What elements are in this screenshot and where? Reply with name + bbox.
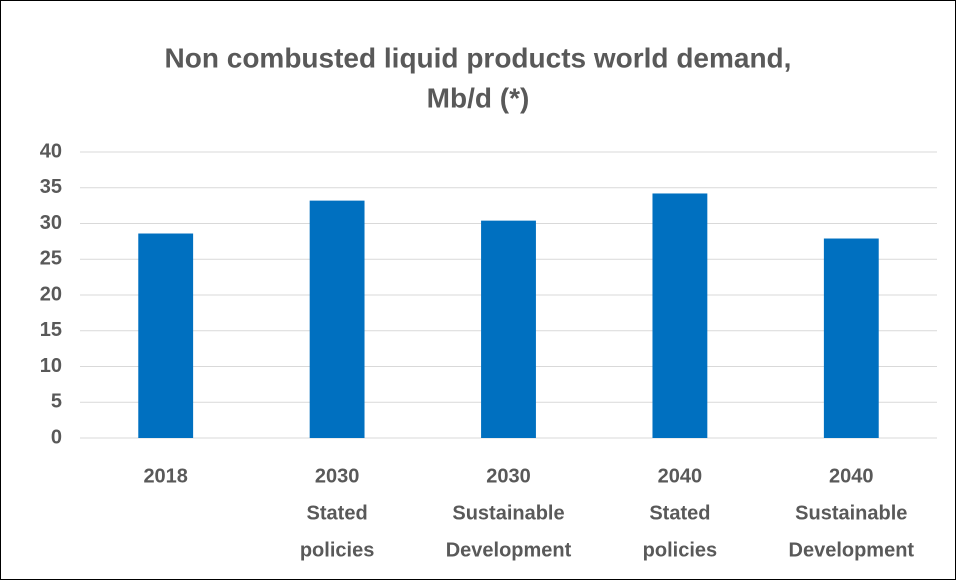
y-tick-label: 40 bbox=[40, 140, 62, 162]
y-tick-label: 35 bbox=[40, 176, 62, 198]
x-tick-label: policies bbox=[643, 539, 717, 561]
bar bbox=[138, 233, 194, 438]
x-tick-label: Sustainable bbox=[795, 502, 907, 524]
bar bbox=[309, 200, 365, 438]
x-tick-label: 2018 bbox=[143, 465, 188, 487]
chart-title: Mb/d (*) bbox=[427, 82, 530, 113]
y-tick-label: 10 bbox=[40, 355, 62, 377]
x-tick-label: 2030 bbox=[315, 465, 360, 487]
x-tick-label: Development bbox=[789, 539, 915, 561]
x-tick-label: Stated bbox=[649, 502, 710, 524]
x-tick-label: Development bbox=[446, 539, 572, 561]
y-tick-label: 20 bbox=[40, 283, 62, 305]
bar bbox=[652, 193, 708, 438]
bar bbox=[823, 238, 879, 438]
y-tick-label: 30 bbox=[40, 212, 62, 234]
x-tick-label: 2030 bbox=[486, 465, 531, 487]
bar bbox=[481, 220, 536, 438]
y-tick-label: 0 bbox=[51, 426, 62, 448]
x-tick-label: 2040 bbox=[658, 465, 703, 487]
x-tick-label: Sustainable bbox=[452, 502, 564, 524]
x-tick-label: 2040 bbox=[829, 465, 874, 487]
x-tick-label: Stated bbox=[307, 502, 368, 524]
y-tick-label: 15 bbox=[40, 319, 62, 341]
y-tick-label: 5 bbox=[51, 391, 62, 413]
chart-title: Non combusted liquid products world dema… bbox=[165, 42, 792, 73]
x-tick-label: policies bbox=[300, 539, 374, 561]
y-tick-label: 25 bbox=[40, 248, 62, 270]
